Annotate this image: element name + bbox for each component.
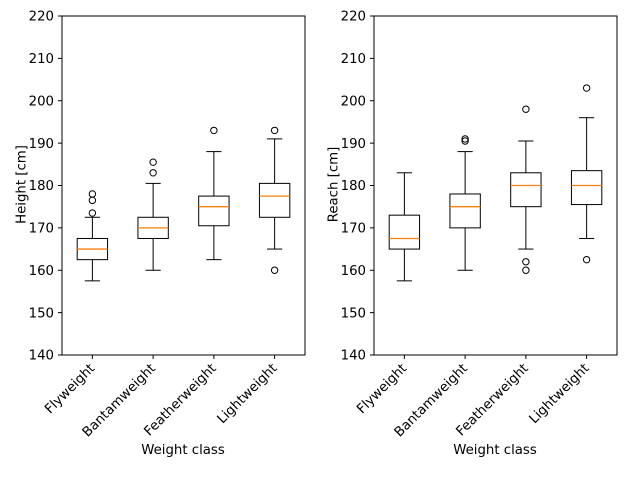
- y-tick-label: 140: [29, 349, 54, 364]
- outlier-marker: [582, 255, 591, 264]
- iqr-box: [258, 182, 291, 218]
- reach-x-axis-label: Weight class: [453, 443, 537, 458]
- x-tick-label: Flyweight: [354, 361, 410, 417]
- y-tick-label: 190: [341, 137, 366, 152]
- outlier-marker: [88, 209, 97, 217]
- box-bantamweight: [137, 158, 169, 271]
- x-tick-label: Lightweight: [527, 361, 593, 427]
- outlier-marker: [210, 126, 218, 135]
- x-tick-label: Lightweight: [215, 361, 281, 427]
- x-tick-label: Flyweight: [42, 361, 98, 417]
- outlier-marker: [149, 169, 157, 177]
- box-featherweight: [510, 105, 542, 274]
- iqr-box: [198, 195, 230, 227]
- outlier-marker: [522, 105, 530, 113]
- outlier-marker: [461, 137, 469, 145]
- iqr-box: [570, 170, 603, 206]
- y-tick-label: 220: [29, 10, 54, 25]
- outlier-marker: [88, 190, 97, 198]
- y-tick-label: 170: [341, 222, 366, 237]
- y-tick-label: 200: [341, 94, 366, 109]
- box-featherweight: [198, 126, 230, 261]
- outlier-marker: [88, 196, 97, 205]
- reach-axes: 140150160170180190200210220FlyweightBant…: [341, 10, 618, 440]
- y-tick-label: 200: [29, 94, 54, 109]
- iqr-box: [449, 193, 481, 229]
- y-tick-label: 150: [341, 306, 366, 321]
- y-tick-label: 150: [29, 306, 54, 321]
- box-bantamweight: [449, 135, 481, 271]
- outlier-marker: [149, 158, 157, 166]
- y-tick-label: 140: [341, 349, 366, 364]
- y-tick-label: 190: [29, 137, 54, 152]
- y-tick-label: 180: [29, 179, 54, 194]
- box-lightweight: [258, 126, 291, 274]
- y-tick-label: 170: [29, 222, 54, 237]
- box-lightweight: [570, 84, 603, 264]
- outlier-marker: [522, 258, 530, 266]
- y-tick-label: 160: [341, 264, 366, 279]
- y-tick-label: 210: [29, 52, 54, 67]
- height-x-axis-label: Weight class: [141, 443, 225, 458]
- y-tick-label: 160: [29, 264, 54, 279]
- box-flyweight: [76, 190, 109, 282]
- outlier-marker: [522, 266, 530, 274]
- box-flyweight: [388, 172, 421, 282]
- y-tick-label: 180: [341, 179, 366, 194]
- iqr-box: [510, 172, 542, 208]
- iqr-box: [388, 214, 421, 250]
- outlier-marker: [461, 135, 469, 143]
- height-y-axis-label: Height [cm]: [14, 145, 30, 224]
- y-tick-label: 210: [341, 52, 366, 67]
- height-axes: 140150160170180190200210220FlyweightBant…: [29, 10, 306, 440]
- outlier-marker: [582, 84, 591, 92]
- outlier-marker: [270, 266, 279, 274]
- reach-y-axis-label: Reach [cm]: [326, 146, 342, 223]
- outlier-marker: [270, 126, 279, 135]
- y-tick-label: 220: [341, 10, 366, 25]
